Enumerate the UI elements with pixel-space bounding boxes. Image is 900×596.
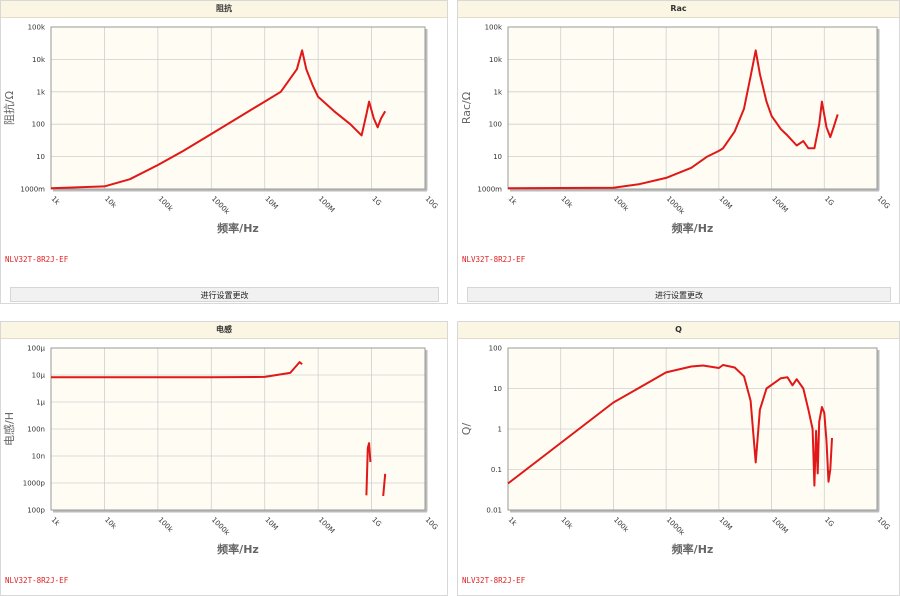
x-axis-label: 频率/Hz [217, 221, 259, 235]
y-tick-label: 1000m [20, 186, 45, 194]
x-tick-label: 10M [717, 195, 733, 211]
x-tick-label: 100k [612, 195, 631, 214]
x-tick-label: 1G [370, 195, 383, 208]
y-tick-label: 1 [498, 426, 502, 434]
impedance-panel: 阻抗 1k 10k 100k 1000k 10M 100M 1G 10G 1000m 10 100 1… [0, 0, 448, 304]
y-axis-label: 阻抗/Ω [2, 91, 16, 125]
q-panel: Q 1k 10k 100k 1000k 10M 100M 1G 10G 0.01 0.1 1 10 10… [457, 321, 900, 596]
y-axis-label: 电感/H [3, 412, 16, 446]
series-line [507, 364, 833, 487]
panel-title: 阻抗 [1, 1, 447, 18]
panel-title: Rac [458, 1, 899, 18]
x-tick-label: 100M [770, 516, 789, 535]
y-tick-label: 100p [27, 507, 45, 515]
x-tick-label: 10G [876, 516, 892, 532]
x-tick-label: 1G [823, 195, 836, 208]
x-tick-label: 100k [156, 516, 175, 535]
y-tick-label: 10k [489, 56, 503, 64]
y-tick-label: 100n [27, 426, 45, 434]
x-tick-label: 100M [317, 516, 336, 535]
y-tick-label: 100k [28, 24, 46, 32]
x-axis-label: 频率/Hz [217, 542, 259, 556]
q-chart: 1k 10k 100k 1000k 10M 100M 1G 10G 0.01 0.1 1 10 100 Q… [460, 345, 892, 557]
x-tick-label: 100k [156, 195, 175, 214]
rac-chart: 1k 10k 100k 1000k 10M 100M 1G 10G 1000m 10 100 1k 10… [460, 24, 892, 236]
y-tick-label: 100k [485, 24, 503, 32]
y-tick-label: 10k [32, 56, 46, 64]
panel-title: Q [458, 322, 899, 339]
y-tick-label: 10 [36, 153, 45, 161]
y-tick-label: 1k [493, 88, 502, 96]
x-tick-label: 1k [507, 195, 519, 207]
inductance-chart: 1k 10k 100k 1000k 10M 100M 1G 10G 100p 1000p 10n 10… [3, 345, 440, 557]
x-tick-label: 10k [103, 516, 118, 531]
model-label: NLV32T-8R2J-EF [5, 255, 69, 264]
y-tick-label: 0.1 [491, 466, 502, 474]
plot-frame [50, 26, 426, 190]
y-tick-label: 10μ [32, 372, 46, 380]
inductance-panel: 电感 1k 10k 100k 1000k 10M 100M 1G 10G 100p 1000p 10… [0, 321, 448, 596]
model-label: NLV32T-8R2J-EF [462, 576, 526, 585]
x-tick-label: 1k [50, 195, 62, 207]
panel-title: 电感 [1, 322, 447, 339]
model-label: NLV32T-8R2J-EF [462, 255, 526, 264]
x-tick-label: 100M [770, 195, 789, 214]
y-tick-label: 0.01 [486, 507, 502, 515]
x-tick-label: 1000k [665, 195, 687, 217]
y-axis-label: Rac/Ω [460, 92, 473, 124]
x-tick-label: 1000k [665, 516, 687, 538]
y-tick-label: 100 [32, 121, 45, 129]
x-tick-label: 1G [823, 516, 836, 529]
x-tick-label: 10M [263, 195, 279, 211]
x-tick-label: 10k [559, 195, 574, 210]
rac-panel: Rac 1k 10k 100k 1000k 10M 100M 1G 10G 1000m 10 100… [457, 0, 900, 304]
y-tick-label: 1μ [36, 399, 45, 407]
impedance-chart: 1k 10k 100k 1000k 10M 100M 1G 10G 1000m 10 100 1k 10… [2, 24, 440, 236]
y-tick-label: 1k [36, 88, 45, 96]
series-line [365, 442, 372, 496]
y-tick-label: 100 [489, 121, 502, 129]
y-tick-label: 10n [32, 453, 45, 461]
series-line [50, 49, 387, 190]
model-label: NLV32T-8R2J-EF [5, 576, 69, 585]
x-tick-label: 1G [370, 516, 383, 529]
x-tick-label: 10G [424, 516, 440, 532]
plot-area [508, 27, 877, 189]
x-tick-label: 10k [103, 195, 118, 210]
series-line [507, 49, 839, 190]
y-tick-label: 10 [493, 153, 502, 161]
series-line [51, 361, 303, 379]
y-tick-label: 1000m [477, 186, 502, 194]
change-settings-button[interactable]: 进行设置更改 [467, 287, 891, 302]
x-tick-label: 1k [50, 516, 62, 528]
x-axis-label: 频率/Hz [672, 221, 714, 235]
x-tick-label: 1k [507, 516, 519, 528]
x-tick-label: 10M [263, 516, 279, 532]
x-tick-label: 10G [424, 195, 440, 211]
x-tick-label: 10M [717, 516, 733, 532]
y-tick-label: 1000p [23, 480, 46, 488]
plot-frame [50, 347, 426, 511]
series-line [382, 473, 387, 497]
plot-area [51, 27, 425, 189]
y-tick-label: 100μ [27, 345, 45, 353]
x-tick-label: 1000k [210, 195, 232, 217]
y-tick-label: 100 [489, 345, 502, 353]
x-tick-label: 10k [559, 516, 574, 531]
x-tick-label: 100M [317, 195, 336, 214]
x-tick-label: 1000k [210, 516, 232, 538]
plot-frame [507, 347, 878, 511]
y-axis-label: Q/ [460, 423, 473, 436]
x-tick-label: 100k [612, 516, 631, 535]
x-axis-label: 频率/Hz [672, 542, 714, 556]
change-settings-button[interactable]: 进行设置更改 [10, 287, 439, 302]
y-tick-label: 10 [493, 385, 502, 393]
x-tick-label: 10G [876, 195, 892, 211]
plot-frame [507, 26, 878, 190]
